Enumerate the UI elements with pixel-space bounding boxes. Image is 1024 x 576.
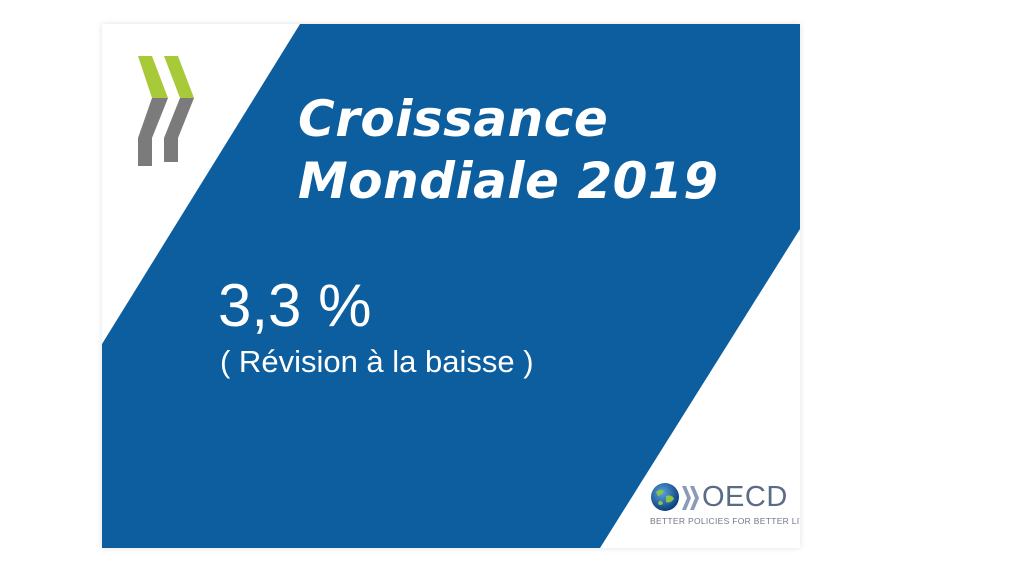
globe-icon xyxy=(651,483,679,511)
oecd-chevrons-icon xyxy=(138,56,194,166)
title-line-1: Croissance xyxy=(298,90,609,148)
blue-panel xyxy=(102,24,800,548)
title-line-2: Mondiale 2019 xyxy=(298,152,719,210)
oecd-wordmark: OECD xyxy=(702,481,788,513)
slide-card: Croissance Mondiale 2019 3,3 % ( Révisio… xyxy=(102,24,800,548)
mini-chevrons-icon xyxy=(682,486,699,510)
oecd-footer-logo: OECD BETTER POLICIES FOR BETTER LIVES xyxy=(648,480,800,532)
slide-title: Croissance Mondiale 2019 xyxy=(298,88,719,212)
growth-figure: 3,3 % xyxy=(218,272,372,339)
revision-note: ( Révision à la baisse ) xyxy=(220,344,534,379)
oecd-tagline: BETTER POLICIES FOR BETTER LIVES xyxy=(650,516,800,526)
